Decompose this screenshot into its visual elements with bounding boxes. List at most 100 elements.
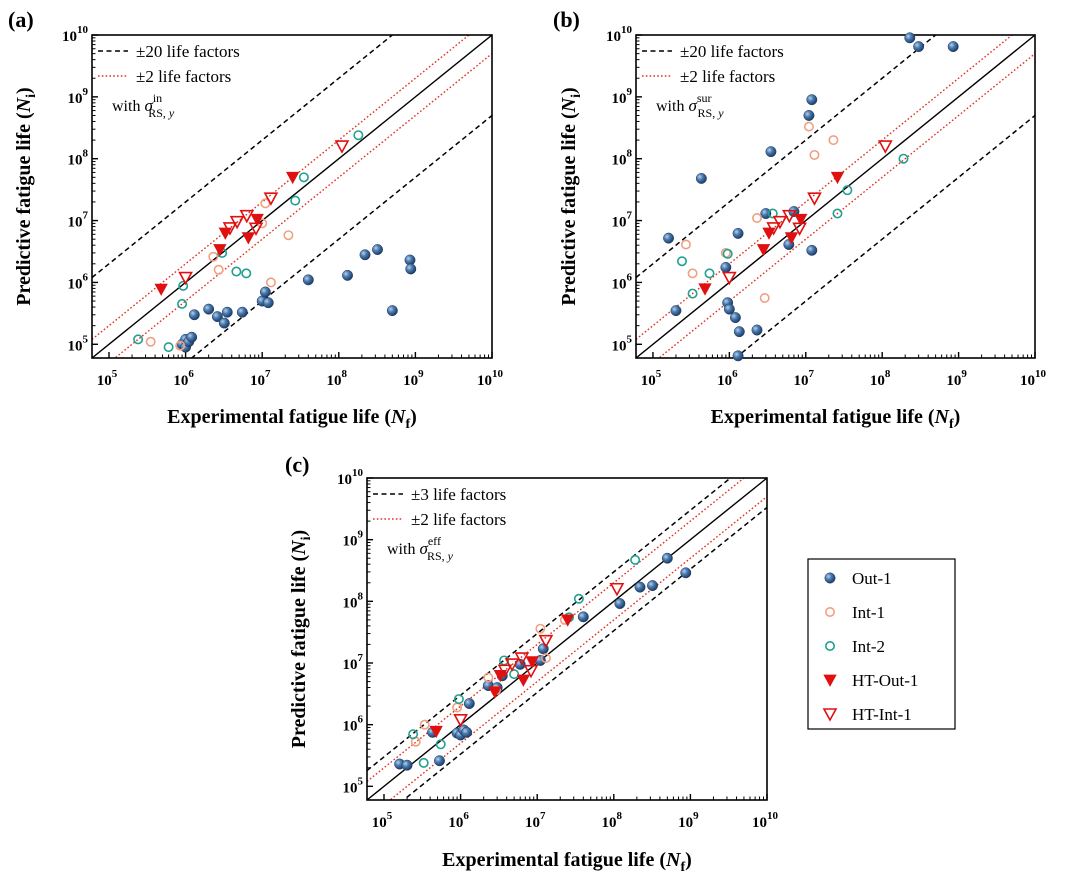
series-htout1 <box>154 171 300 296</box>
x-tick-label: 105 <box>372 810 393 831</box>
point-htint1 <box>514 652 530 666</box>
axis-ticks <box>636 34 1036 358</box>
point-int2 <box>573 593 584 604</box>
legend-label-int2: Int-2 <box>852 637 885 656</box>
point-out1 <box>211 311 223 323</box>
panels: 105 106 107 108 109 1010 105 106 107 108 109 1010 (a… <box>8 7 1047 875</box>
legend-inner-label: ±2 life factors <box>680 67 775 86</box>
legend-outer-label: ±20 life factors <box>680 42 784 61</box>
point-out1 <box>218 317 230 329</box>
y-tick-label: 107 <box>68 210 89 231</box>
point-htout1 <box>241 232 256 245</box>
band-lines <box>92 35 492 358</box>
point-out1 <box>372 244 383 255</box>
point-int2 <box>353 130 364 141</box>
y-tick-label: 1010 <box>337 467 364 488</box>
x-tick-label: 1010 <box>752 810 779 831</box>
point-htint1 <box>222 222 238 236</box>
point-out1 <box>720 261 732 273</box>
point-int2 <box>832 208 843 219</box>
point-int1 <box>828 135 839 146</box>
x-axis-label: Experimental fatigue life (Nf) <box>442 849 692 875</box>
y-tick-label: 107 <box>612 210 633 231</box>
point-out1 <box>302 274 314 286</box>
x-tick-label: 105 <box>641 368 662 389</box>
point-out1 <box>188 309 200 321</box>
point-int1 <box>283 230 294 241</box>
point-int2 <box>704 268 715 279</box>
point-int2 <box>178 280 189 291</box>
data-points <box>663 32 959 362</box>
point-int1 <box>680 239 691 250</box>
point-htout1 <box>250 213 264 227</box>
y-tick-label: 109 <box>68 86 89 107</box>
point-htint1 <box>792 222 807 236</box>
x-tick-label: 109 <box>403 368 424 389</box>
point-int1 <box>145 336 156 347</box>
point-htint1 <box>497 664 513 679</box>
point-int2 <box>509 669 520 680</box>
point-htout1 <box>561 614 575 627</box>
series-int2 <box>677 153 909 299</box>
point-out1 <box>695 172 707 184</box>
point-htint1 <box>766 222 782 236</box>
point-out1 <box>221 306 233 318</box>
point-int2 <box>453 694 464 705</box>
point-out1 <box>765 146 777 158</box>
y-tick-label: 106 <box>68 271 89 292</box>
panel-label: (a) <box>8 7 34 32</box>
x-tick-label: 106 <box>173 368 194 389</box>
x-axis-label: Experimental fatigue life (Nf) <box>167 406 417 432</box>
y-tick-label: 106 <box>612 271 633 292</box>
point-out1 <box>259 286 271 298</box>
stress-note: with σin RS, y <box>112 91 175 120</box>
y-axis-label: Predictive fatigue life (Ni) <box>558 87 584 305</box>
point-htint1 <box>504 658 520 672</box>
data-points <box>133 130 417 353</box>
legend-outer-label: ±20 life factors <box>136 42 240 61</box>
point-out1 <box>723 303 735 315</box>
y-tick-label: 105 <box>343 775 364 796</box>
point-htout1 <box>784 232 799 245</box>
point-int2 <box>177 298 188 309</box>
y-tick-label: 1010 <box>606 24 633 45</box>
x-tick-label: 1010 <box>477 368 504 389</box>
point-htint1 <box>178 271 193 286</box>
x-tick-label: 108 <box>870 368 891 389</box>
x-tick-label: 105 <box>97 368 118 389</box>
point-int2 <box>298 172 309 183</box>
point-out1 <box>680 567 692 579</box>
legend-label-out1: Out-1 <box>852 569 892 588</box>
point-htout1 <box>429 725 443 739</box>
outer-band-lower <box>734 114 1035 358</box>
point-int1 <box>265 277 276 288</box>
legend-marker-out1 <box>824 572 836 584</box>
series-out1 <box>176 244 417 353</box>
point-int1 <box>535 623 546 634</box>
point-int2 <box>133 334 144 345</box>
x-tick-label: 109 <box>946 368 967 389</box>
stress-note: with σsur RS, y <box>656 91 724 120</box>
identity-line <box>636 35 1035 358</box>
point-int1 <box>208 251 219 262</box>
outer-band-upper <box>367 478 732 772</box>
panel-label: (c) <box>285 452 309 477</box>
point-out1 <box>760 208 772 219</box>
x-tick-label: 106 <box>717 368 738 389</box>
point-htint1 <box>782 209 797 224</box>
point-int2 <box>722 248 733 259</box>
point-int1 <box>419 719 430 730</box>
point-out1 <box>732 227 744 239</box>
point-out1 <box>634 581 646 593</box>
point-htout1 <box>488 686 502 699</box>
x-tick-label: 107 <box>794 368 815 389</box>
point-out1 <box>359 249 371 261</box>
point-htint1 <box>523 664 539 679</box>
band-lines <box>367 478 767 800</box>
band-lines <box>636 35 1035 358</box>
panel-label: (b) <box>553 7 580 32</box>
x-tick-label: 107 <box>525 810 546 831</box>
series-htout1 <box>429 614 575 739</box>
series-int2 <box>133 130 364 353</box>
point-out1 <box>236 306 248 318</box>
